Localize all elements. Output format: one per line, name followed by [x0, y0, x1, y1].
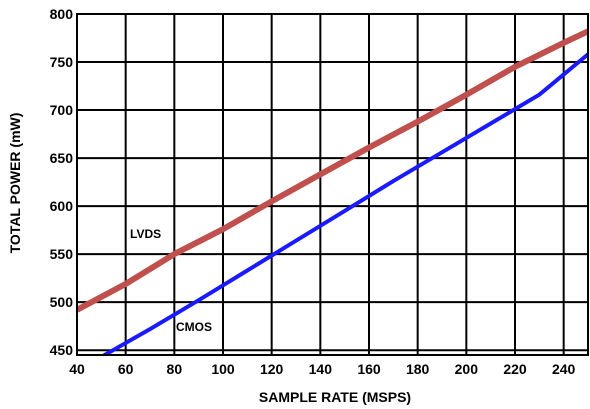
x-tick-label-180: 180 — [406, 361, 430, 377]
gridlines — [76, 13, 588, 355]
y-tick-label-650: 650 — [50, 150, 74, 166]
x-tick-label-120: 120 — [260, 361, 284, 377]
y-tick-label-700: 700 — [50, 102, 74, 118]
series-label-cmos: CMOS — [176, 320, 212, 334]
plot-frame — [76, 13, 589, 356]
series-line-cmos — [100, 52, 588, 355]
y-tick-label-450: 450 — [50, 342, 74, 358]
y-tick-label-600: 600 — [50, 198, 74, 214]
x-tick-label-80: 80 — [167, 361, 183, 377]
x-tick-label-200: 200 — [455, 361, 479, 377]
y-tick-label-750: 750 — [50, 54, 74, 70]
y-tick-label-800: 800 — [50, 6, 74, 22]
y-axis-title: TOTAL POWER (mW) — [7, 113, 23, 254]
x-axis-title: SAMPLE RATE (MSPS) — [259, 389, 411, 405]
series-line-lvds — [77, 28, 588, 313]
x-tick-label-100: 100 — [211, 361, 235, 377]
series-label-lvds: LVDS — [130, 227, 161, 241]
y-tick-label-500: 500 — [50, 294, 74, 310]
y-tick-label-550: 550 — [50, 246, 74, 262]
x-tick-label-220: 220 — [503, 361, 527, 377]
tick-labels: 40 60 80 100 120 140 160 180 200 220 240 450 500 550 6… — [50, 6, 576, 377]
x-tick-label-40: 40 — [69, 361, 85, 377]
series-layer — [77, 28, 588, 355]
x-tick-label-60: 60 — [118, 361, 134, 377]
x-tick-label-140: 140 — [309, 361, 333, 377]
x-tick-label-160: 160 — [357, 361, 381, 377]
x-tick-label-240: 240 — [552, 361, 576, 377]
